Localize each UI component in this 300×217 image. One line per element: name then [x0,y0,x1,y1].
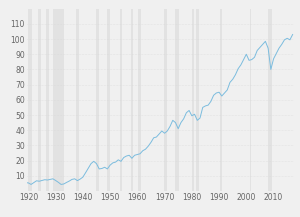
Bar [268,9,272,191]
Bar [76,9,79,191]
Bar [196,9,200,191]
Bar [97,9,99,191]
Bar [175,9,179,191]
Bar [220,9,222,191]
Bar [120,9,122,191]
Bar [53,9,64,191]
Bar [46,9,49,191]
Bar [38,9,40,191]
Bar [28,9,32,191]
Bar [107,9,110,191]
Bar [138,9,141,191]
Bar [130,9,133,191]
Bar [250,9,251,191]
Bar [192,9,194,191]
Bar [164,9,167,191]
